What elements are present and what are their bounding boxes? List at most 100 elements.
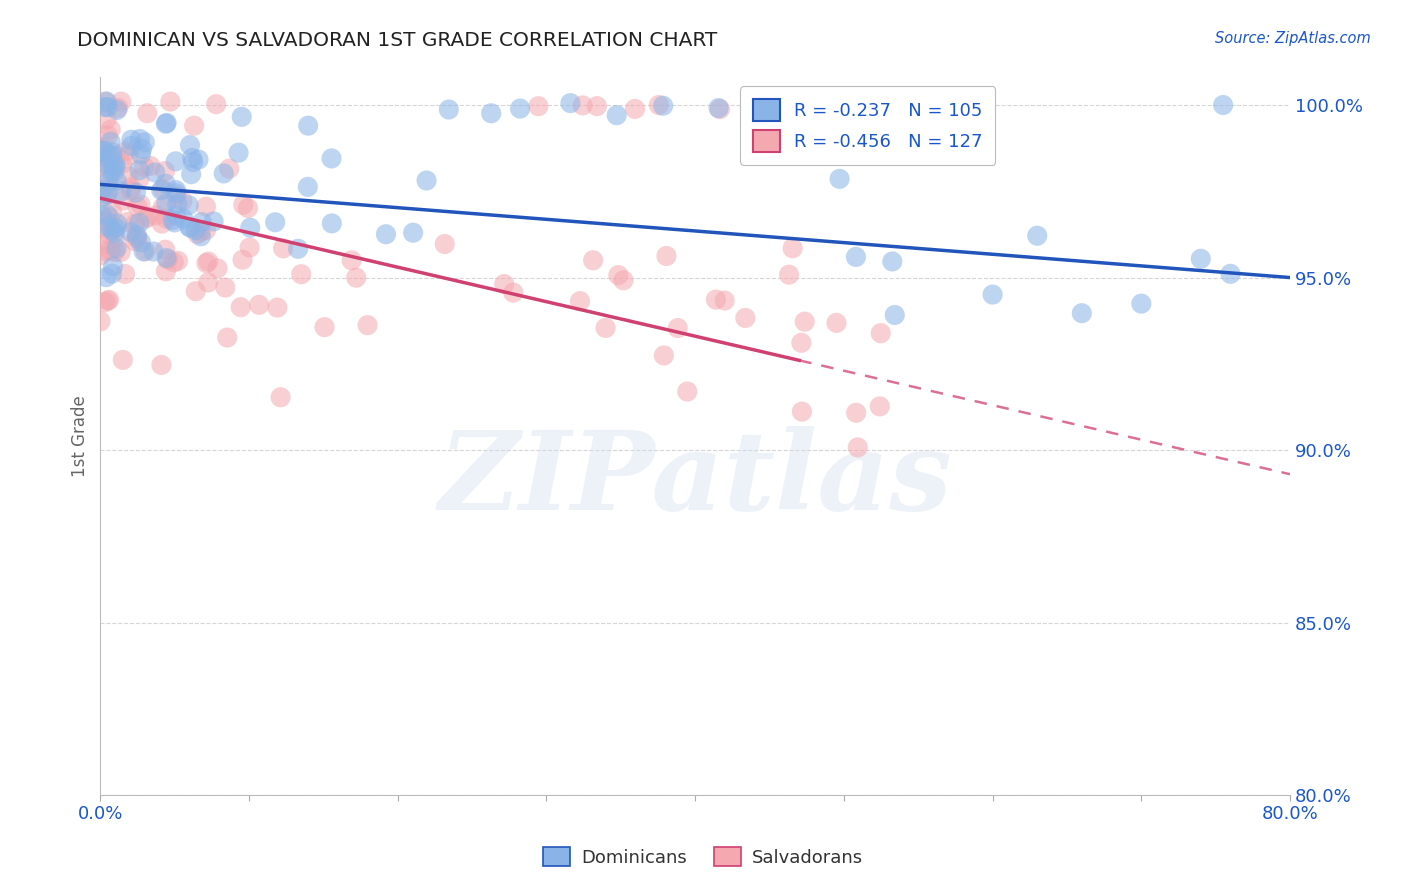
Point (127, 200, 149, 214)
Point (218, 161, 240, 176)
Point (184, 284, 207, 298)
Point (142, 244, 165, 259)
Point (105, 217, 128, 231)
Point (150, 183, 173, 197)
Point (181, 151, 204, 165)
Point (104, 221, 127, 235)
Point (97, 172, 120, 186)
Point (180, 167, 202, 181)
Point (120, 180, 142, 194)
Point (652, 348, 675, 362)
Point (271, 241, 294, 255)
Point (98, 183, 121, 197)
Point (96, 95, 118, 109)
Point (163, 255, 186, 269)
Point (90, 220, 112, 235)
Point (375, 227, 398, 242)
Point (96, 148, 118, 162)
Point (155, 211, 177, 226)
Point (90, 209, 112, 223)
Point (606, 108, 628, 122)
Point (96, 214, 118, 228)
Point (166, 197, 188, 211)
Point (100, 122, 122, 136)
Point (128, 216, 150, 230)
Point (101, 148, 124, 162)
Point (135, 211, 157, 226)
Point (101, 223, 124, 237)
Point (134, 136, 156, 150)
Point (586, 99, 609, 113)
Point (194, 200, 217, 214)
Point (981, 287, 1004, 301)
Point (93, 156, 115, 170)
Point (229, 300, 252, 314)
Point (131, 142, 153, 156)
Point (125, 228, 148, 243)
Point (163, 215, 186, 229)
Point (96, 112, 118, 127)
Point (1219, 267, 1241, 281)
Point (231, 252, 253, 267)
Point (155, 177, 177, 191)
Point (321, 152, 343, 166)
Point (110, 95, 132, 109)
Point (184, 223, 207, 237)
Point (704, 293, 727, 307)
Point (101, 205, 124, 219)
Legend: R = -0.237   N = 105, R = -0.456   N = 127: R = -0.237 N = 105, R = -0.456 N = 127 (740, 87, 995, 165)
Point (340, 253, 363, 268)
Point (111, 157, 134, 171)
Point (100, 135, 122, 149)
Point (239, 241, 262, 255)
Point (93, 189, 115, 203)
Point (571, 98, 593, 112)
Point (790, 335, 813, 350)
Point (186, 227, 208, 241)
Point (128, 163, 150, 178)
Point (139, 159, 162, 173)
Point (231, 110, 253, 124)
Point (97, 100, 120, 114)
Point (107, 101, 129, 115)
Point (869, 326, 891, 341)
Point (290, 267, 312, 281)
Point (120, 133, 142, 147)
Point (96, 208, 118, 222)
Point (91, 149, 114, 163)
Point (676, 384, 699, 399)
Point (232, 198, 254, 212)
Text: ZIPatlas: ZIPatlas (439, 425, 952, 533)
Point (228, 145, 250, 160)
Point (1070, 306, 1092, 320)
Point (165, 186, 187, 201)
Point (177, 198, 200, 212)
Point (1212, 98, 1234, 112)
Point (270, 390, 292, 404)
Point (103, 226, 125, 240)
Point (713, 293, 735, 308)
Point (202, 214, 225, 228)
Point (93, 295, 115, 310)
Point (150, 358, 173, 372)
Point (128, 132, 150, 146)
Point (155, 196, 177, 211)
Point (114, 145, 136, 159)
Point (183, 119, 205, 133)
Point (90, 248, 112, 262)
Point (97, 219, 120, 234)
Point (502, 285, 524, 300)
Point (91, 189, 114, 203)
Point (111, 352, 134, 367)
Point (93, 144, 115, 158)
Point (120, 139, 142, 153)
Point (129, 197, 152, 211)
Point (828, 172, 851, 186)
Point (104, 158, 127, 172)
Point (101, 267, 124, 281)
Point (179, 138, 201, 153)
Point (191, 215, 214, 229)
Point (236, 201, 259, 215)
Point (1130, 296, 1153, 310)
Point (778, 268, 800, 282)
